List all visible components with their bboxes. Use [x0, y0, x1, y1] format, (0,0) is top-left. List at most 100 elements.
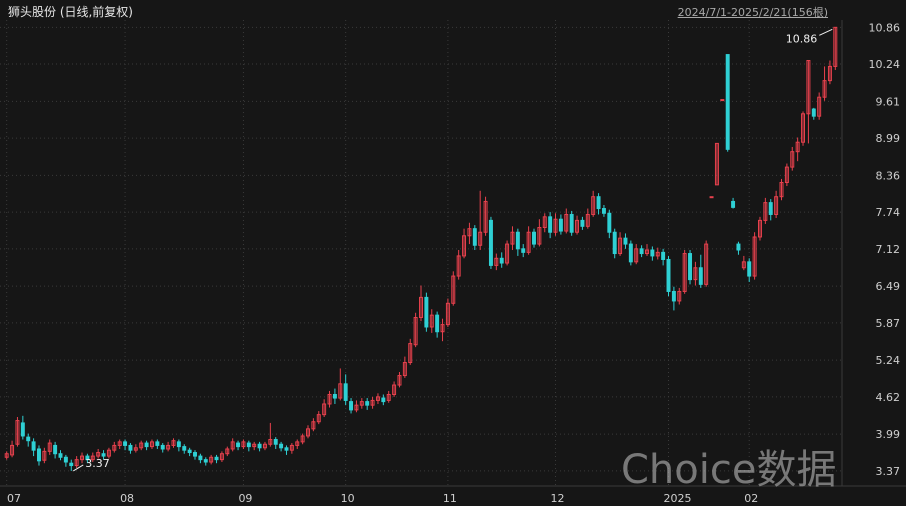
candle-body: [219, 453, 224, 461]
candle: [440, 318, 445, 342]
candle: [822, 66, 827, 101]
candles: [4, 26, 838, 471]
candle-body: [827, 65, 832, 82]
candle: [575, 215, 580, 235]
chart-title: 狮头股份 (日线,前复权): [8, 5, 133, 19]
candle: [494, 253, 499, 271]
candle: [752, 232, 757, 280]
candle-body: [80, 455, 84, 461]
candle-body: [564, 213, 569, 232]
candle: [381, 394, 386, 406]
date-range[interactable]: 2024/7/1-2025/2/21(156根): [677, 6, 828, 19]
candle-body: [515, 231, 520, 250]
candle: [26, 433, 31, 447]
candle-body: [31, 441, 36, 451]
candle-body: [774, 196, 779, 215]
candle: [155, 439, 160, 449]
candle: [806, 59, 811, 144]
candle-body: [327, 393, 332, 405]
x-tick-label: 07: [7, 492, 21, 505]
candle: [166, 441, 171, 452]
candle: [526, 226, 531, 255]
candle: [397, 371, 402, 388]
candle-body: [10, 444, 15, 456]
candle-body: [198, 455, 203, 461]
x-tick-label: 02: [744, 492, 758, 505]
candle-body: [273, 439, 278, 445]
candle-body: [123, 441, 128, 446]
candle-body: [171, 440, 176, 446]
candle-body: [209, 456, 214, 463]
candle-body: [128, 444, 133, 451]
candle-body: [688, 253, 693, 281]
candle-body: [752, 236, 757, 277]
candle-body: [440, 324, 445, 333]
candle: [128, 443, 133, 454]
candle-body: [677, 290, 682, 302]
candle-body: [478, 231, 483, 246]
candle: [69, 459, 74, 471]
candle: [289, 443, 294, 454]
candle: [182, 444, 187, 454]
candle-body: [408, 343, 413, 364]
candle: [623, 233, 628, 249]
candle: [198, 453, 203, 464]
candle-body: [806, 59, 811, 115]
candle: [144, 440, 149, 451]
candle: [53, 441, 58, 459]
candle-body: [822, 80, 827, 98]
candle: [176, 439, 181, 452]
candle-body: [795, 141, 800, 153]
candle: [327, 390, 332, 408]
candle: [435, 311, 440, 338]
candle-body: [268, 439, 273, 445]
candle: [515, 228, 520, 256]
candle: [193, 450, 197, 460]
candle-body: [90, 455, 95, 461]
grid-lines: [0, 20, 906, 487]
y-tick-label: 7.12: [876, 243, 901, 256]
candle: [90, 452, 95, 463]
candle: [483, 196, 488, 236]
candle-body: [714, 142, 719, 186]
candle-body: [332, 393, 337, 399]
candle-body: [300, 435, 305, 443]
candle: [607, 209, 612, 239]
candle: [499, 252, 504, 268]
candle: [149, 439, 154, 449]
candle-body: [284, 447, 289, 451]
candle-body: [311, 421, 316, 430]
candle-body: [381, 397, 386, 403]
y-tick-label: 3.99: [876, 428, 901, 441]
max-label: 10.86: [786, 32, 818, 45]
candle-body: [144, 442, 149, 448]
candle-body: [532, 231, 536, 245]
candle: [790, 146, 795, 171]
candle: [214, 454, 219, 464]
candle-body: [472, 228, 477, 246]
watermark-logo: Choice数据: [621, 447, 837, 493]
candle-body: [4, 453, 9, 458]
candle: [521, 244, 526, 258]
candle: [42, 447, 47, 464]
candle-body: [575, 219, 580, 233]
candle-body: [338, 383, 343, 399]
candle-body: [666, 258, 671, 292]
candle: [295, 439, 300, 449]
y-tick-label: 5.87: [876, 317, 901, 330]
candle-body: [155, 441, 160, 446]
candle: [36, 445, 41, 466]
y-tick-label: 10.24: [869, 58, 901, 71]
y-tick-label: 7.74: [876, 206, 901, 219]
candle-body: [628, 243, 633, 263]
candle: [612, 228, 617, 259]
candle: [311, 418, 316, 432]
candle-body: [316, 414, 321, 423]
candle-body: [456, 255, 461, 277]
candle-body: [591, 196, 596, 215]
candle: [553, 213, 558, 236]
candle-body: [96, 452, 101, 457]
candle-body: [585, 213, 590, 227]
candle: [392, 381, 397, 397]
candle: [85, 453, 90, 464]
